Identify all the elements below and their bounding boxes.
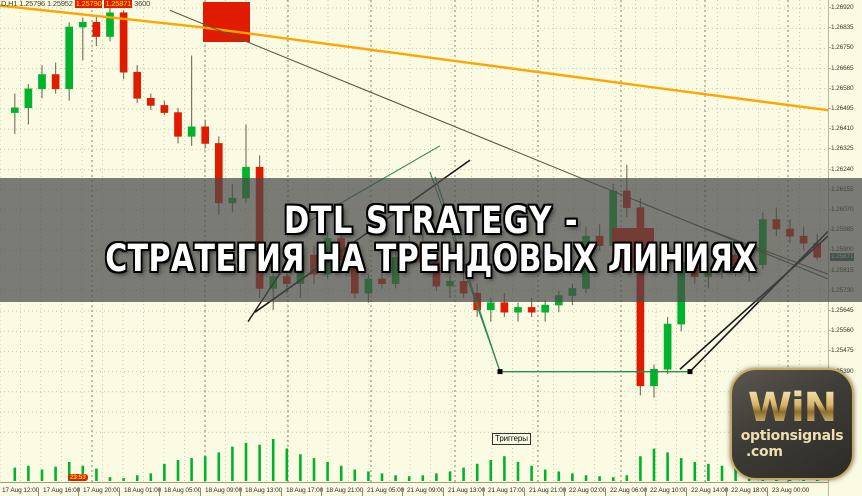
quote-segment: 1.25871 — [104, 0, 133, 8]
time-axis-tick: 17 Aug 16:00 — [37, 487, 81, 496]
quote-segment: 1.25796 — [19, 0, 46, 8]
price-axis-tick: -1.26835 — [829, 24, 854, 32]
price-axis-tick: -1.26495 — [829, 105, 854, 112]
time-axis-tick: 18 Aug 09:00 — [199, 487, 243, 496]
time-axis-tick: 21 Aug 13:00 — [442, 487, 486, 496]
candle — [527, 307, 536, 313]
win-optionsignals-logo[interactable]: WiN optionsignals .com — [730, 368, 854, 480]
time-axis-tick: 18 Aug 05:00 — [158, 487, 202, 496]
price-axis-tick: -1.25560 — [829, 327, 854, 335]
price-axis-tick: -1.26325 — [829, 145, 854, 153]
price-axis-tick: -1.26920 — [829, 4, 854, 11]
price-axis-tick: -1.26580 — [829, 84, 854, 92]
candle — [650, 368, 658, 387]
time-axis-tick: 21 Aug 21:00 — [523, 487, 567, 496]
time-axis[interactable]: 17 Aug 12:00 17 Aug 16:00 17 Aug 20:00 18 A… — [0, 482, 828, 496]
candle — [187, 126, 196, 137]
quote-segment: 3600 — [134, 0, 151, 8]
time-axis-tick: 18 Aug 21:00 — [320, 487, 364, 496]
trendline-anchor-handle — [497, 369, 503, 375]
candle — [146, 98, 155, 106]
time-axis-tick: 17 Aug 20:00 — [77, 487, 121, 496]
candle — [38, 74, 46, 90]
candle — [663, 323, 672, 370]
candle — [92, 21, 101, 37]
time-axis-tick: 17 Aug 12:00 — [2, 487, 40, 494]
candle — [133, 71, 142, 99]
time-axis-tick: 22 Aug 14:00 — [685, 487, 729, 496]
current-time-marker: 23:53 — [68, 474, 88, 481]
time-axis-tick: 22 Aug 18:00 — [725, 487, 769, 496]
time-axis-tick: 22 Aug 06:00 — [604, 487, 648, 496]
price-axis-tick: -1.26665 — [829, 64, 854, 72]
time-axis-tick: 22 Aug 02:00 — [563, 487, 607, 496]
logo-subtitle-2: .com — [746, 443, 783, 460]
title-banner-overlay — [0, 178, 862, 302]
candle — [514, 307, 522, 313]
price-axis-tick: -1.26240 — [829, 165, 854, 173]
time-axis-tick: 18 Aug 13:00 — [239, 487, 283, 496]
time-axis-tick: 18 Aug 17:00 — [280, 487, 324, 496]
candle — [500, 302, 509, 313]
logo-subtitle-1: optionsignals — [740, 427, 844, 444]
time-axis-tick: 23 Aug 00:00 — [766, 487, 810, 496]
trend-line — [0, 4, 828, 112]
candle — [174, 112, 182, 137]
trigger-annotation-label[interactable]: Триггеры — [492, 433, 531, 445]
candle — [24, 88, 33, 109]
time-axis-tick: 21 Aug 09:00 — [401, 487, 445, 496]
candle — [119, 12, 128, 73]
candle — [106, 12, 114, 37]
candle — [160, 105, 169, 113]
signal-block — [203, 2, 250, 42]
candle — [65, 26, 74, 90]
candle — [10, 107, 19, 113]
candle — [486, 302, 495, 311]
candle — [201, 126, 210, 144]
candle — [541, 304, 550, 313]
price-axis-tick: -1.26410 — [829, 125, 854, 133]
time-axis-tick: 18 Aug 01:00 — [118, 487, 162, 496]
candle — [78, 21, 87, 28]
time-axis-tick: 21 Aug 05:00 — [361, 487, 405, 496]
quote-segment: 1.25790 — [74, 0, 103, 8]
quote-segment: 1.25952 — [47, 0, 73, 8]
price-axis-tick: -1.25475 — [829, 347, 854, 355]
trendline-anchor-handle — [687, 369, 693, 375]
time-axis-tick: 22 Aug 10:00 — [644, 487, 688, 496]
logo-wordmark: WiN — [747, 384, 837, 431]
price-axis-tick: -1.26750 — [829, 44, 854, 52]
candle — [51, 74, 60, 90]
quote-segment: D,H1 — [1, 0, 18, 8]
symbol-quote-header: D,H1 1.25796 1.25952 1.25790 1.25871 3600 — [1, 0, 152, 8]
price-axis-tick: -1.25645 — [829, 307, 854, 314]
time-axis-tick: 21 Aug 17:00 — [482, 487, 526, 496]
